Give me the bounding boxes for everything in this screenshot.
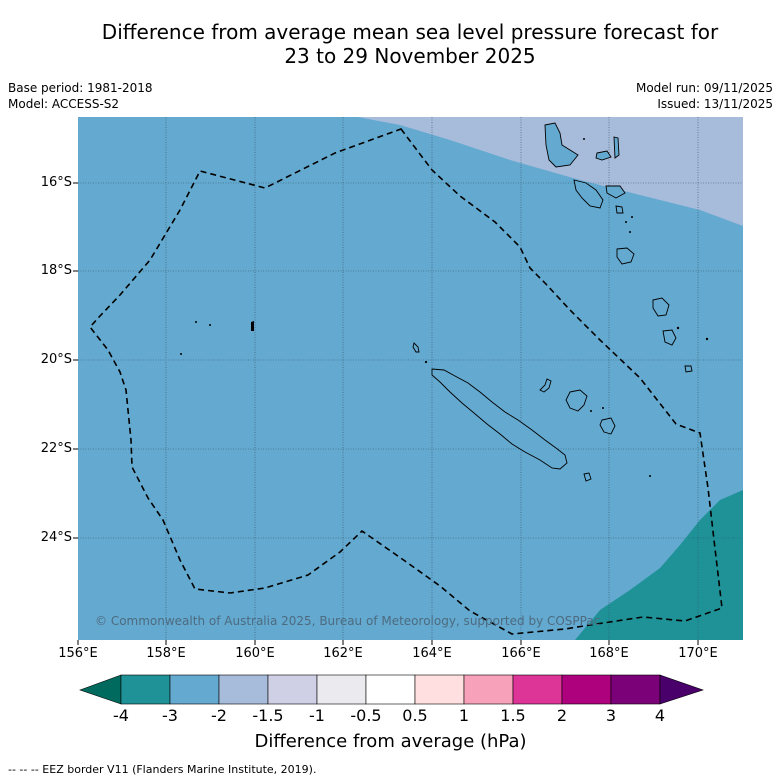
colorbar-bin bbox=[267, 674, 318, 705]
colorbar-tick-label: 0.5 bbox=[402, 706, 428, 725]
colorbar-title: Difference from average (hPa) bbox=[254, 731, 527, 752]
epi-island bbox=[615, 205, 624, 214]
base-period: Base period: 1981-2018 bbox=[8, 81, 153, 95]
lon-label: 170°E bbox=[678, 646, 718, 661]
colorbar bbox=[79, 674, 704, 705]
colorbar-bin bbox=[561, 674, 612, 705]
lon-label: 160°E bbox=[235, 646, 275, 661]
model-run: Model run: 09/11/2025 bbox=[635, 81, 773, 95]
espiritu-santo-island bbox=[544, 122, 579, 168]
coastlines bbox=[412, 122, 693, 482]
colorbar-bin bbox=[365, 674, 416, 705]
colorbar-bin bbox=[414, 674, 465, 705]
pentecost-island bbox=[605, 185, 626, 199]
lon-label: 156°E bbox=[58, 646, 98, 661]
lat-label: 24°S bbox=[40, 530, 72, 545]
lon-label: 164°E bbox=[412, 646, 452, 661]
islet bbox=[195, 321, 197, 323]
colorbar-tick-label: -1.5 bbox=[252, 706, 284, 725]
colorbar-bin bbox=[463, 674, 514, 705]
islet bbox=[649, 475, 651, 477]
colorbar-bin bbox=[120, 674, 171, 705]
title-line-1: Difference from average mean sea level p… bbox=[101, 20, 719, 44]
colorbar-tick-label: 1 bbox=[458, 706, 470, 725]
ambae-island bbox=[595, 150, 612, 161]
eez-footnote: -- -- -- EEZ border V11 (Flanders Marine… bbox=[8, 763, 317, 776]
colorbar-extend-low bbox=[79, 674, 122, 705]
lon-label: 158°E bbox=[146, 646, 186, 661]
colorbar-bin bbox=[610, 674, 661, 705]
erromango-island bbox=[652, 297, 670, 317]
graticule bbox=[78, 117, 743, 640]
eez-border bbox=[88, 128, 723, 635]
new-caledonia-island bbox=[431, 368, 568, 470]
islet bbox=[602, 407, 604, 409]
colorbar-bin bbox=[316, 674, 367, 705]
belep-island bbox=[412, 342, 420, 353]
islet bbox=[251, 321, 254, 331]
colorbar-bin bbox=[512, 674, 563, 705]
islet bbox=[424, 360, 428, 364]
islet bbox=[625, 221, 627, 223]
lon-label: 166°E bbox=[501, 646, 541, 661]
colorbar-tick-label: -0.5 bbox=[350, 706, 382, 725]
field-minus2-to-minus1.5 bbox=[358, 117, 743, 226]
axis-ticks bbox=[73, 182, 699, 645]
colorbar-bin bbox=[169, 674, 220, 705]
lon-label: 168°E bbox=[589, 646, 629, 661]
lon-label: 162°E bbox=[323, 646, 363, 661]
colorbar-bin bbox=[218, 674, 269, 705]
islet bbox=[209, 324, 211, 326]
lat-label: 20°S bbox=[40, 352, 72, 367]
colorbar-tick-label: -2 bbox=[211, 706, 227, 725]
field-minus3-to-minus2 bbox=[78, 117, 743, 640]
field-minus4-to-minus3 bbox=[575, 490, 743, 640]
colorbar-tick-label: 4 bbox=[654, 706, 666, 725]
maewo-island bbox=[613, 136, 620, 159]
islet bbox=[631, 216, 633, 218]
isle-of-pines bbox=[583, 472, 592, 482]
map-panel bbox=[73, 117, 743, 645]
malakula-island bbox=[573, 179, 604, 209]
aneityum-island bbox=[684, 365, 693, 373]
islet bbox=[590, 410, 592, 412]
colorbar-tick-label: -4 bbox=[113, 706, 129, 725]
colorbar-tick-label: 2 bbox=[556, 706, 568, 725]
islet bbox=[676, 326, 680, 330]
colorbar-tick-label: -3 bbox=[162, 706, 178, 725]
tanna-island bbox=[662, 329, 677, 346]
issued-date: Issued: 13/11/2025 bbox=[657, 97, 773, 111]
mare-island bbox=[599, 417, 616, 435]
colorbar-tick-label: 3 bbox=[605, 706, 617, 725]
islet bbox=[629, 231, 631, 233]
colorbar-tick-label: 1.5 bbox=[500, 706, 526, 725]
copyright-text: © Commonwealth of Australia 2025, Bureau… bbox=[95, 614, 601, 628]
lat-label: 18°S bbox=[40, 263, 72, 278]
model-name: Model: ACCESS-S2 bbox=[8, 97, 120, 111]
colorbar-extend-high bbox=[659, 674, 704, 705]
islet bbox=[705, 337, 709, 341]
lifou-island bbox=[565, 389, 588, 412]
ouvea-island bbox=[539, 378, 552, 393]
efate-island bbox=[616, 247, 635, 265]
lat-label: 22°S bbox=[40, 441, 72, 456]
islet bbox=[583, 138, 585, 140]
title-line-2: 23 to 29 November 2025 bbox=[284, 44, 536, 68]
islet bbox=[180, 353, 182, 355]
colorbar-tick-label: -1 bbox=[309, 706, 325, 725]
lat-label: 16°S bbox=[40, 175, 72, 190]
small-islets bbox=[180, 138, 709, 477]
